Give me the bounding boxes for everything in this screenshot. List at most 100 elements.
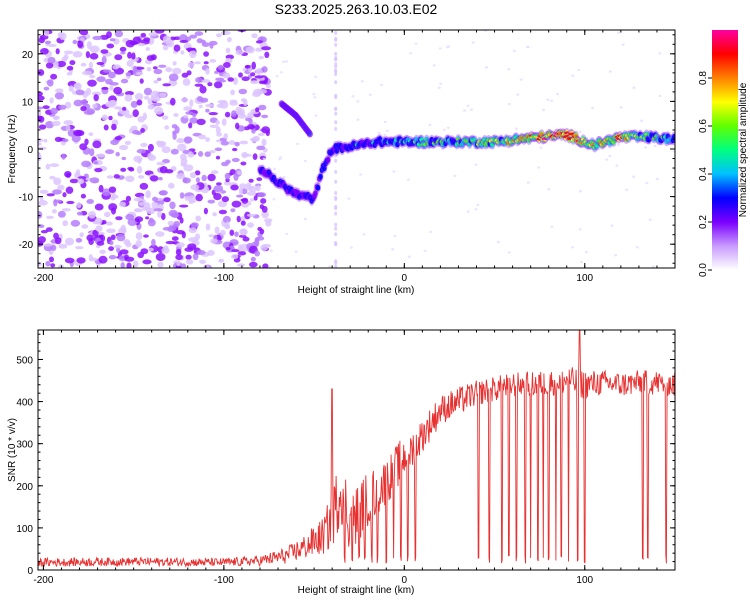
noise-blob bbox=[158, 64, 167, 68]
noise-blob bbox=[231, 157, 240, 163]
noise-blob bbox=[224, 172, 231, 180]
noise-blob bbox=[124, 94, 133, 102]
x-tick-label: -100 bbox=[214, 575, 234, 586]
noise-blob bbox=[249, 198, 255, 202]
noise-dot bbox=[334, 259, 338, 264]
noise-blob bbox=[75, 246, 84, 250]
noise-blob bbox=[124, 91, 134, 96]
noise-dot bbox=[653, 144, 657, 148]
noise-blob bbox=[112, 64, 119, 70]
noise-blob bbox=[94, 203, 104, 211]
noise-blob bbox=[101, 220, 107, 225]
noise-blob bbox=[40, 230, 48, 234]
noise-blob bbox=[179, 204, 189, 208]
noise-dot bbox=[334, 30, 338, 35]
noise-blob bbox=[194, 170, 201, 176]
noise-blob bbox=[153, 102, 163, 107]
noise-blob bbox=[255, 107, 260, 113]
noise-blob bbox=[176, 173, 186, 180]
noise-blob bbox=[204, 151, 211, 157]
noise-blob bbox=[145, 190, 151, 199]
noise-blob bbox=[57, 184, 65, 191]
noise-blob bbox=[110, 196, 116, 201]
noise-blob bbox=[50, 263, 56, 268]
noise-dot bbox=[334, 111, 338, 116]
noise-blob bbox=[168, 182, 175, 189]
noise-blob bbox=[84, 138, 89, 145]
noise-blob bbox=[38, 153, 42, 161]
noise-blob bbox=[80, 193, 86, 199]
noise-dot bbox=[539, 146, 543, 149]
noise-dot bbox=[334, 120, 338, 125]
noise-blob bbox=[55, 88, 64, 93]
y-tick-label: 300 bbox=[16, 440, 33, 451]
x-tick-label: -200 bbox=[33, 575, 53, 586]
colorbar-gradient bbox=[712, 30, 738, 270]
noise-dot bbox=[334, 158, 338, 163]
noise-blob bbox=[266, 84, 271, 89]
noise-blob bbox=[225, 159, 231, 164]
x-tick-label: 100 bbox=[576, 575, 593, 586]
noise-blob bbox=[235, 49, 244, 56]
noise-blob bbox=[152, 196, 158, 202]
noise-dot bbox=[423, 249, 427, 252]
noise-dot bbox=[314, 114, 318, 117]
noise-blob bbox=[125, 72, 132, 77]
colorbar: 0.0 0.2 0.4 0.6 0.8 Normalized spectral ampl… bbox=[698, 30, 749, 277]
noise-blob bbox=[59, 32, 67, 41]
noise-dot bbox=[334, 191, 338, 195]
noise-dot bbox=[334, 264, 338, 268]
noise-dot bbox=[356, 100, 360, 103]
noise-dot bbox=[496, 240, 500, 244]
noise-dot bbox=[437, 86, 441, 90]
noise-blob bbox=[237, 244, 243, 252]
noise-blob bbox=[152, 66, 158, 70]
y-tick-label: 10 bbox=[22, 97, 34, 108]
noise-blob bbox=[114, 244, 122, 249]
noise-blob bbox=[200, 97, 209, 103]
noise-blob bbox=[261, 126, 271, 134]
noise-blob bbox=[86, 41, 92, 50]
noise-dot bbox=[273, 167, 277, 171]
noise-blob bbox=[177, 143, 187, 152]
noise-dot bbox=[262, 157, 266, 160]
noise-blob bbox=[86, 234, 94, 242]
noise-blob bbox=[143, 95, 150, 100]
noise-blob bbox=[136, 166, 143, 174]
noise-dot bbox=[313, 96, 317, 99]
noise-dot bbox=[446, 46, 449, 49]
noise-dot bbox=[550, 99, 554, 103]
noise-blob bbox=[149, 175, 159, 182]
noise-blob bbox=[234, 231, 239, 237]
noise-blob bbox=[198, 151, 204, 157]
noise-blob bbox=[110, 99, 117, 107]
noise-blob bbox=[64, 171, 72, 178]
noise-blob bbox=[198, 134, 207, 140]
noise-blob bbox=[165, 67, 173, 73]
noise-dot bbox=[542, 108, 546, 112]
noise-blob bbox=[254, 250, 260, 257]
noise-dot bbox=[359, 173, 363, 176]
noise-blob bbox=[139, 78, 144, 84]
noise-blob bbox=[65, 186, 74, 194]
noise-blob bbox=[224, 111, 231, 118]
noise-blob bbox=[70, 219, 81, 227]
noise-dot bbox=[334, 51, 338, 56]
noise-blob bbox=[151, 238, 156, 247]
noise-blob bbox=[252, 153, 258, 161]
noise-dot bbox=[334, 226, 338, 231]
noise-blob bbox=[203, 61, 209, 65]
noise-blob bbox=[133, 260, 139, 268]
noise-dot bbox=[275, 75, 279, 78]
noise-dot bbox=[466, 210, 470, 213]
noise-blob bbox=[133, 197, 143, 202]
noise-dot bbox=[347, 197, 351, 200]
noise-blob bbox=[231, 200, 242, 208]
noise-blob bbox=[95, 225, 103, 232]
noise-blob bbox=[75, 89, 85, 96]
noise-blob bbox=[85, 51, 90, 59]
noise-blob bbox=[66, 124, 71, 132]
noise-dot bbox=[432, 64, 436, 67]
x-tick-label: -200 bbox=[33, 273, 53, 284]
noise-blob bbox=[81, 224, 89, 229]
